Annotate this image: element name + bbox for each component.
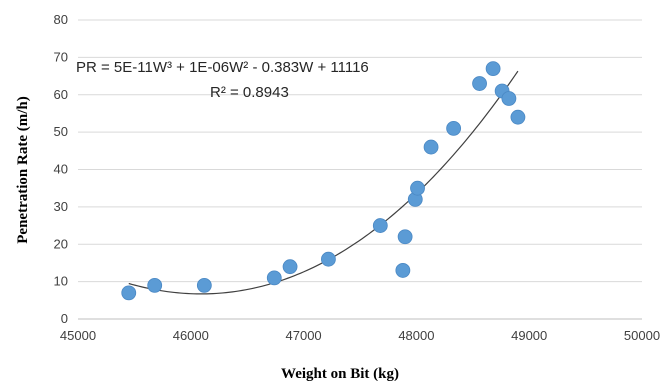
data-point [321, 251, 336, 267]
y-tick-label: 50 [54, 124, 68, 139]
data-point [446, 120, 462, 136]
y-tick-label: 0 [61, 311, 68, 326]
y-tick-label: 10 [54, 274, 68, 289]
data-point [510, 109, 526, 125]
x-axis-title: Weight on Bit (kg) [281, 366, 399, 381]
gridlines [78, 19, 642, 320]
x-tick-label: 49000 [511, 328, 547, 343]
data-point [423, 139, 439, 155]
data-point [266, 270, 282, 286]
data-point [501, 91, 517, 106]
data-point [196, 277, 212, 293]
y-tick-label: 80 [54, 12, 68, 27]
data-point [397, 229, 413, 245]
data-point [147, 277, 163, 293]
y-tick-label: 70 [54, 49, 68, 64]
y-axis-ticks: 0 10 20 30 40 50 60 70 80 [54, 12, 68, 326]
x-tick-label: 45000 [60, 328, 96, 343]
y-axis-title: Penetration Rate (m/h) [15, 96, 31, 243]
data-point [121, 285, 137, 301]
data-point [395, 263, 411, 278]
data-point [410, 180, 425, 196]
x-tick-label: 48000 [398, 328, 434, 343]
y-tick-label: 30 [54, 199, 68, 214]
r-squared-label: R² = 0.8943 [210, 84, 289, 101]
x-axis-ticks: 45000 46000 47000 48000 49000 50000 [60, 328, 660, 343]
data-point [472, 76, 487, 91]
data-points [121, 61, 526, 301]
data-point [372, 218, 388, 233]
x-tick-label: 50000 [624, 328, 660, 343]
data-point [485, 61, 501, 76]
data-point [282, 259, 298, 275]
y-tick-label: 40 [54, 162, 68, 177]
y-tick-label: 20 [54, 236, 68, 251]
trendline-equation: PR = 5E-11W³ + 1E-06W² - 0.383W + 11116 [76, 59, 369, 76]
x-tick-label: 46000 [173, 328, 209, 343]
x-tick-label: 47000 [286, 328, 322, 343]
y-tick-label: 60 [54, 87, 68, 102]
